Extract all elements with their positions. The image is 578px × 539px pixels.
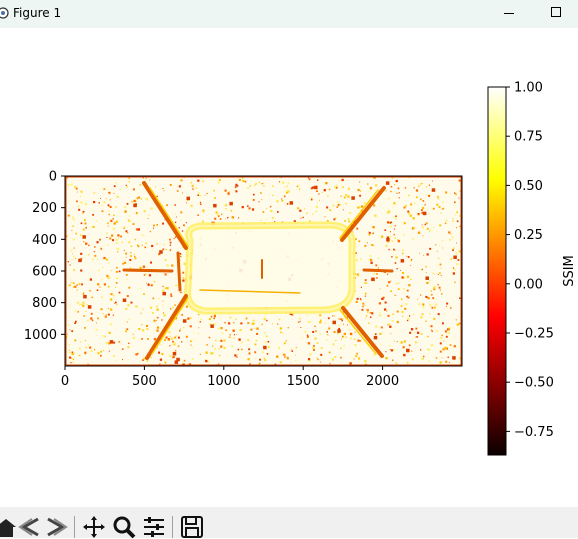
toolbar-separator <box>172 516 173 538</box>
plot-svg: 0 200 400 600 800 1000 0 500 1000 1500 2000 1.00 0… <box>24 81 577 456</box>
colorbar-tick-label: 0.00 <box>514 277 543 292</box>
x-tick-label: 2000 <box>366 374 399 389</box>
y-tick-label: 1000 <box>24 328 57 343</box>
maximize-button[interactable] <box>532 0 578 28</box>
x-tick-label: 0 <box>61 374 69 389</box>
colorbar-tick-label: −0.25 <box>514 326 554 341</box>
back-icon[interactable] <box>18 515 42 539</box>
save-icon[interactable] <box>180 515 204 539</box>
colorbar-label: SSIM <box>562 255 577 287</box>
y-tick-label: 400 <box>32 233 57 248</box>
x-tick-label: 1000 <box>207 374 240 389</box>
window-titlebar: Figure 1 <box>0 0 578 28</box>
zoom-icon[interactable] <box>112 515 136 539</box>
colorbar-tick-label: −0.50 <box>514 376 554 391</box>
window-title: Figure 1 <box>13 6 62 20</box>
y-tick-label: 600 <box>32 265 57 280</box>
x-tick-label: 500 <box>132 374 157 389</box>
colorbar <box>487 86 507 456</box>
y-tick-label: 0 <box>49 170 57 185</box>
pan-icon[interactable] <box>82 515 106 539</box>
y-axis: 0 200 400 600 800 1000 <box>24 170 65 343</box>
colorbar-tick-label: 0.75 <box>514 130 543 145</box>
colorbar-tick-label: 0.25 <box>514 228 543 243</box>
app-icon <box>0 7 9 19</box>
y-tick-label: 200 <box>32 201 57 216</box>
colorbar-tick-label: 0.50 <box>514 179 543 194</box>
navigation-toolbar <box>0 507 578 539</box>
ssim-heatmap <box>65 176 462 366</box>
x-axis: 0 500 1000 1500 2000 <box>61 366 399 389</box>
x-tick-label: 1500 <box>287 374 320 389</box>
forward-icon[interactable] <box>44 515 68 539</box>
home-icon[interactable] <box>0 515 18 539</box>
minimize-button[interactable] <box>486 0 532 28</box>
y-tick-label: 800 <box>32 296 57 311</box>
configure-subplots-icon[interactable] <box>142 515 166 539</box>
toolbar-separator <box>74 516 75 538</box>
colorbar-ticks: 1.00 0.75 0.50 0.25 0.00 −0.25 −0.50 −0.75 <box>506 81 554 440</box>
colorbar-tick-label: −0.75 <box>514 425 554 440</box>
figure-canvas[interactable]: 0 200 400 600 800 1000 0 500 1000 1500 2000 1.00 0… <box>0 28 578 507</box>
colorbar-tick-label: 1.00 <box>514 81 543 96</box>
